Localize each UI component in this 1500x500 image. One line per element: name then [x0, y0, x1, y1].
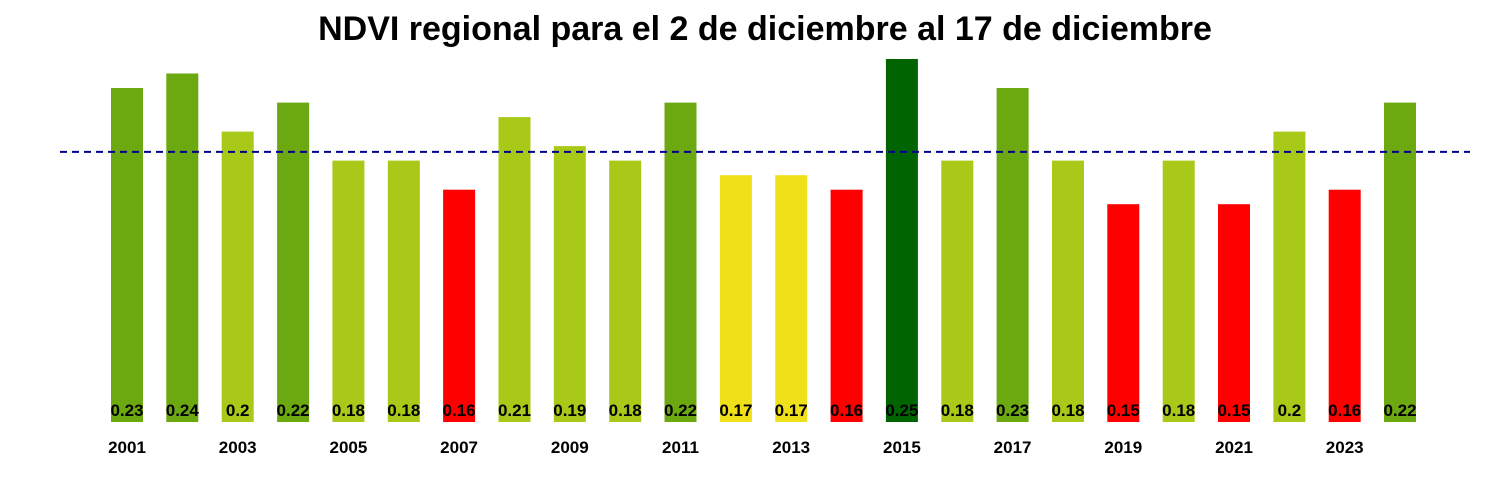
bar-2024: [1384, 102, 1416, 422]
bar-2009: [553, 146, 586, 422]
value-label-2010: 0.18: [609, 401, 642, 420]
value-label-2017: 0.23: [996, 401, 1029, 420]
value-label-2014: 0.16: [830, 401, 863, 420]
value-label-2018: 0.18: [1051, 401, 1084, 420]
x-tick-label-2013: 2013: [772, 438, 810, 457]
bar-2018: [1052, 160, 1084, 422]
value-label-2016: 0.18: [941, 401, 974, 420]
value-label-2003: 0.2: [226, 401, 250, 420]
x-tick-label-2023: 2023: [1326, 438, 1364, 457]
bar-2006: [387, 160, 420, 422]
x-tick-label-2015: 2015: [883, 438, 921, 457]
bar-2002: [166, 73, 199, 422]
x-tick-label-2001: 2001: [108, 438, 146, 457]
x-tick-label-2021: 2021: [1215, 438, 1253, 457]
bar-2014: [830, 189, 863, 422]
bar-2010: [609, 160, 642, 422]
value-label-2008: 0.21: [498, 401, 531, 420]
chart-title: NDVI regional para el 2 de diciembre al …: [318, 10, 1212, 48]
value-label-2002: 0.24: [166, 401, 200, 420]
value-label-2023: 0.16: [1328, 401, 1361, 420]
x-tick-label-2003: 2003: [219, 438, 257, 457]
value-labels-layer: 0.23 0.24 0.2 0.22 0.18 0.18 0.16 0.21 0.19 0.18 0…: [110, 401, 1416, 420]
bar-2022: [1273, 131, 1306, 422]
value-label-2007: 0.16: [443, 401, 476, 420]
bar-2003: [221, 131, 254, 422]
value-label-2004: 0.22: [277, 401, 310, 420]
value-label-2013: 0.17: [775, 401, 808, 420]
value-label-2006: 0.18: [387, 401, 420, 420]
bar-2013: [775, 175, 808, 422]
value-label-2005: 0.18: [332, 401, 365, 420]
bar-2020: [1162, 160, 1195, 422]
bar-2001: [111, 88, 143, 422]
x-tick-label-2007: 2007: [440, 438, 478, 457]
value-label-2021: 0.15: [1217, 401, 1250, 420]
x-tick-label-2009: 2009: [551, 438, 589, 457]
value-label-2022: 0.2: [1278, 401, 1302, 420]
value-label-2019: 0.15: [1107, 401, 1140, 420]
bar-2011: [664, 102, 697, 422]
bar-2008: [498, 117, 531, 422]
bar-2016: [941, 160, 974, 422]
bar-2015: [885, 59, 918, 422]
value-label-2024: 0.22: [1383, 401, 1416, 420]
bar-2004: [277, 102, 310, 422]
x-tick-labels-layer: 2001 2003 2005 2007 2009 2011 2013 2015 2017 2019…: [108, 438, 1364, 457]
value-label-2020: 0.18: [1162, 401, 1195, 420]
x-tick-label-2005: 2005: [329, 438, 367, 457]
bars-layer: [111, 59, 1416, 422]
bar-2023: [1328, 189, 1361, 422]
value-label-2001: 0.23: [110, 401, 143, 420]
value-label-2009: 0.19: [553, 401, 586, 420]
x-tick-label-2019: 2019: [1104, 438, 1142, 457]
x-tick-label-2011: 2011: [662, 438, 699, 457]
bar-2017: [996, 88, 1029, 422]
value-label-2015: 0.25: [885, 401, 918, 420]
bar-2005: [332, 160, 365, 422]
bar-2012: [719, 175, 752, 422]
bar-2019: [1107, 204, 1140, 422]
x-tick-label-2017: 2017: [994, 438, 1032, 457]
value-label-2012: 0.17: [719, 401, 752, 420]
value-label-2011: 0.22: [664, 401, 697, 420]
bar-2007: [443, 189, 476, 422]
bar-2021: [1218, 204, 1250, 422]
